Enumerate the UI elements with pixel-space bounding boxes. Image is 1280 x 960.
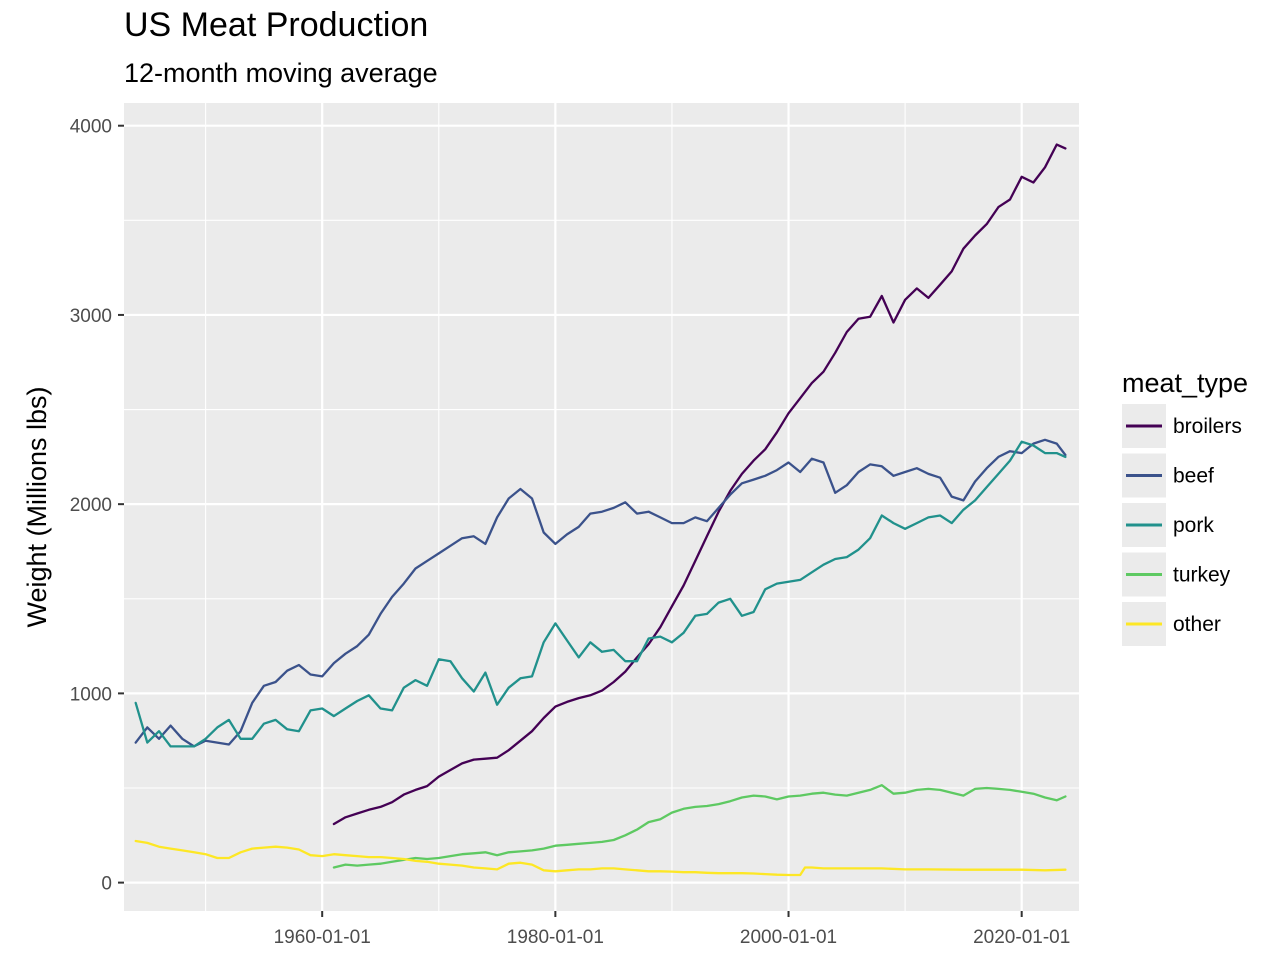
y-tick-label: 4000	[70, 117, 112, 138]
major-gridlines	[124, 103, 1079, 911]
y-tick-label: 2000	[70, 495, 112, 516]
series-lines	[134, 143, 1067, 877]
series-line-beef	[134, 438, 1067, 748]
legend-label-broilers: broilers	[1173, 415, 1242, 438]
legend: meat_type broilers beef pork turkey other	[1122, 368, 1248, 646]
y-axis-title: Weight (Millions lbs)	[22, 386, 52, 627]
y-tick-label: 0	[101, 874, 112, 895]
x-tick-label: 2020-01-01	[973, 927, 1070, 948]
series-line-turkey	[332, 784, 1067, 869]
legend-label-pork: pork	[1173, 514, 1214, 537]
series-line-other	[134, 839, 1067, 877]
x-tick-label: 1980-01-01	[507, 927, 604, 948]
y-axis: 0 1000 2000 3000 4000	[70, 117, 124, 895]
series-line-pork	[134, 440, 1067, 748]
legend-label-beef: beef	[1173, 465, 1214, 488]
y-tick-label: 3000	[70, 306, 112, 327]
legend-label-other: other	[1173, 613, 1221, 636]
x-axis: 1960-01-01 1980-01-01 2000-01-01 2020-01-01	[274, 911, 1070, 948]
x-tick-label: 1960-01-01	[274, 927, 371, 948]
legend-title: meat_type	[1122, 368, 1248, 398]
minor-gridlines	[124, 103, 1079, 911]
chart-subtitle: 12-month moving average	[124, 58, 438, 88]
x-tick-label: 2000-01-01	[740, 927, 837, 948]
series-line-broilers	[332, 143, 1067, 826]
legend-label-turkey: turkey	[1173, 564, 1231, 587]
chart-title: US Meat Production	[124, 6, 429, 44]
plot-panel	[124, 103, 1079, 911]
y-tick-label: 1000	[70, 684, 112, 705]
